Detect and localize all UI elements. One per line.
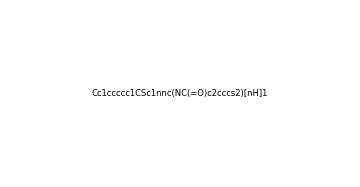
Text: Cc1ccccc1CSc1nnc(NC(=O)c2cccs2)[nH]1: Cc1ccccc1CSc1nnc(NC(=O)c2cccs2)[nH]1 — [92, 89, 268, 98]
